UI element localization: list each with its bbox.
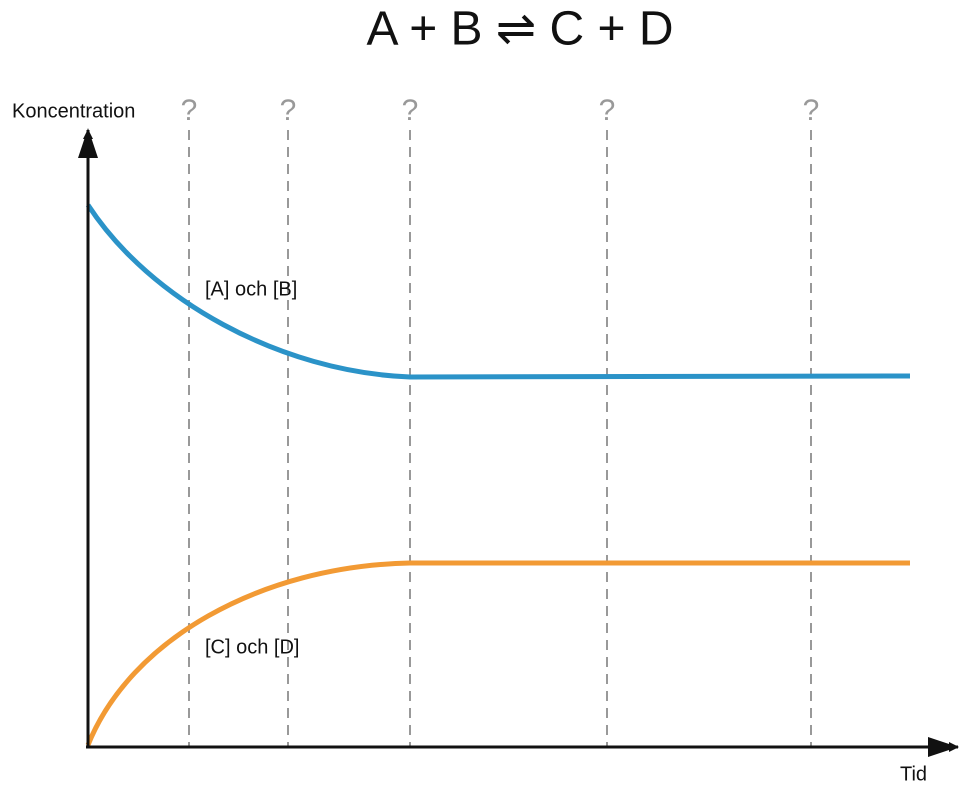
x-axis-label: Tid <box>900 763 927 785</box>
marker: ? <box>803 94 820 127</box>
y-arrow <box>78 128 98 158</box>
guide-lines <box>188 130 812 747</box>
marker: ? <box>280 94 297 127</box>
curve-label: [C] och [D] <box>205 636 299 658</box>
marker: ? <box>181 94 198 127</box>
y-axis-label: Koncentration <box>12 100 135 122</box>
x-arrow <box>928 737 958 757</box>
reactant-curve <box>85 203 911 380</box>
product-curve <box>85 560 910 746</box>
marker: ? <box>402 94 419 127</box>
title: A + B ⇌ C + D <box>366 3 673 56</box>
curve-label: [A] och [B] <box>205 278 297 300</box>
marker: ? <box>599 94 616 127</box>
